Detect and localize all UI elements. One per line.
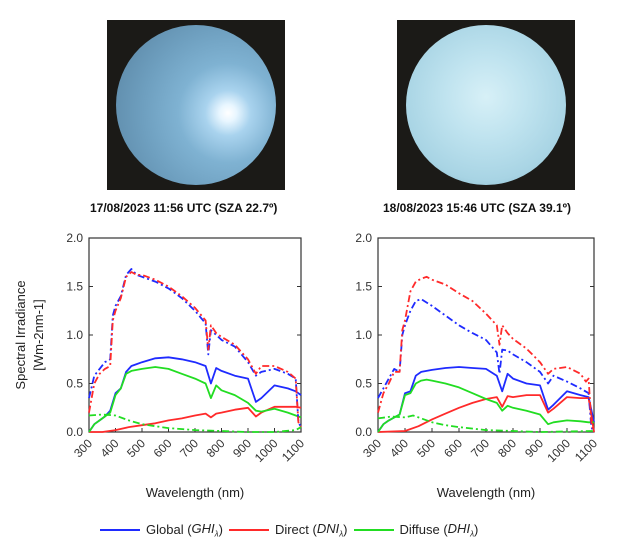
series-line-direct-measured bbox=[377, 394, 595, 433]
legend-subscript: λ bbox=[339, 529, 344, 539]
legend: Global (GHIλ) Direct (DNIλ) Diffuse (DHI… bbox=[100, 521, 484, 539]
plot-frame bbox=[88, 237, 302, 433]
x-tick-label: 800 bbox=[495, 436, 519, 460]
legend-swatch-diffuse bbox=[353, 528, 394, 531]
x-tick-label: 800 bbox=[204, 436, 228, 460]
series-line-diffuse-modelled bbox=[377, 414, 595, 433]
image-caption-right: 18/08/2023 15:46 UTC (SZA 39.1º) bbox=[383, 201, 572, 215]
x-tick-label: 1100 bbox=[279, 436, 307, 464]
x-tick-label: 900 bbox=[230, 436, 254, 460]
x-axis-title: Wavelength (nm) bbox=[437, 485, 536, 500]
x-tick-label: 1000 bbox=[252, 436, 281, 465]
series-line-direct-modelled bbox=[377, 275, 595, 433]
x-tick-label: 600 bbox=[441, 436, 465, 460]
x-axis-title: Wavelength (nm) bbox=[146, 485, 245, 500]
sky-fisheye-disk bbox=[406, 25, 566, 185]
legend-label: Global ( bbox=[146, 522, 192, 538]
y-tick-label: 2.0 bbox=[66, 231, 83, 245]
x-tick-label: 400 bbox=[387, 436, 411, 460]
legend-symbol: DNIλ bbox=[317, 521, 343, 539]
all-sky-image-left bbox=[107, 20, 285, 190]
x-tick-label: 1000 bbox=[544, 436, 573, 465]
y-tick-label: 1.0 bbox=[355, 328, 372, 342]
chart-0: 0.0 0.5 1.0 1.5 2.0 300 400 500 600 700 800 9001000… bbox=[13, 231, 307, 500]
y-tick-label: 0.0 bbox=[66, 425, 83, 439]
x-tick-label: 500 bbox=[414, 436, 438, 460]
series-line-global-measured bbox=[88, 356, 302, 433]
x-tick-label: 300 bbox=[360, 436, 384, 460]
legend-symbol-text: DHI bbox=[447, 521, 471, 536]
x-tick-label: 900 bbox=[522, 436, 546, 460]
y-tick-label: 0.5 bbox=[355, 377, 372, 391]
legend-subscript: λ bbox=[214, 529, 219, 539]
legend-subscript: λ bbox=[470, 529, 474, 539]
series-line-global-measured bbox=[377, 366, 595, 433]
series-line-diffuse-measured bbox=[377, 378, 594, 433]
y-tick-label: 0.0 bbox=[355, 425, 372, 439]
legend-symbol: DHIλ bbox=[448, 521, 474, 539]
series-line-direct-modelled bbox=[88, 271, 302, 428]
image-caption-left: 17/08/2023 11:56 UTC (SZA 22.7º) bbox=[90, 201, 278, 215]
sky-fisheye-disk bbox=[116, 25, 276, 185]
legend-close: ) bbox=[343, 522, 348, 538]
x-tick-label: 700 bbox=[177, 436, 201, 460]
y-axis-units: [Wm-2nm-1] bbox=[31, 299, 46, 371]
legend-close: ) bbox=[218, 522, 223, 538]
legend-item-diffuse: Diffuse (DHIλ) bbox=[353, 521, 479, 539]
series-line-diffuse-measured bbox=[88, 366, 302, 433]
legend-label: Diffuse ( bbox=[399, 522, 448, 538]
chart-1: 0.0 0.5 1.0 1.5 2.0 300 400 500 600 700 800 9001000… bbox=[355, 231, 600, 500]
y-tick-label: 0.5 bbox=[66, 377, 83, 391]
y-tick-label: 2.0 bbox=[355, 231, 372, 245]
y-tick-label: 1.5 bbox=[355, 280, 372, 294]
x-tick-label: 400 bbox=[98, 436, 122, 460]
all-sky-image-right bbox=[397, 20, 575, 190]
y-axis-title: Spectral Irradiance bbox=[13, 280, 28, 389]
series-line-direct-measured bbox=[89, 405, 302, 433]
x-tick-label: 500 bbox=[124, 436, 148, 460]
legend-symbol-text: GHI bbox=[191, 521, 215, 536]
x-tick-label: 300 bbox=[71, 436, 95, 460]
legend-symbol: GHIλ bbox=[192, 521, 219, 539]
y-tick-label: 1.0 bbox=[66, 328, 83, 342]
x-tick-label: 600 bbox=[151, 436, 175, 460]
x-tick-label: 1100 bbox=[572, 436, 600, 464]
series-line-global-modelled bbox=[377, 298, 595, 433]
legend-item-global: Global (GHIλ) bbox=[100, 521, 223, 539]
legend-swatch-direct bbox=[228, 528, 269, 531]
series-line-global-modelled bbox=[88, 268, 302, 428]
legend-symbol-text: DNI bbox=[316, 521, 340, 536]
legend-label: Direct ( bbox=[274, 522, 317, 538]
legend-close: ) bbox=[474, 522, 479, 538]
y-tick-label: 1.5 bbox=[66, 280, 83, 294]
legend-swatch-global bbox=[100, 528, 140, 531]
x-tick-label: 700 bbox=[468, 436, 492, 460]
series-line-diffuse-modelled bbox=[88, 413, 302, 433]
legend-item-direct: Direct (DNIλ) bbox=[228, 521, 348, 539]
